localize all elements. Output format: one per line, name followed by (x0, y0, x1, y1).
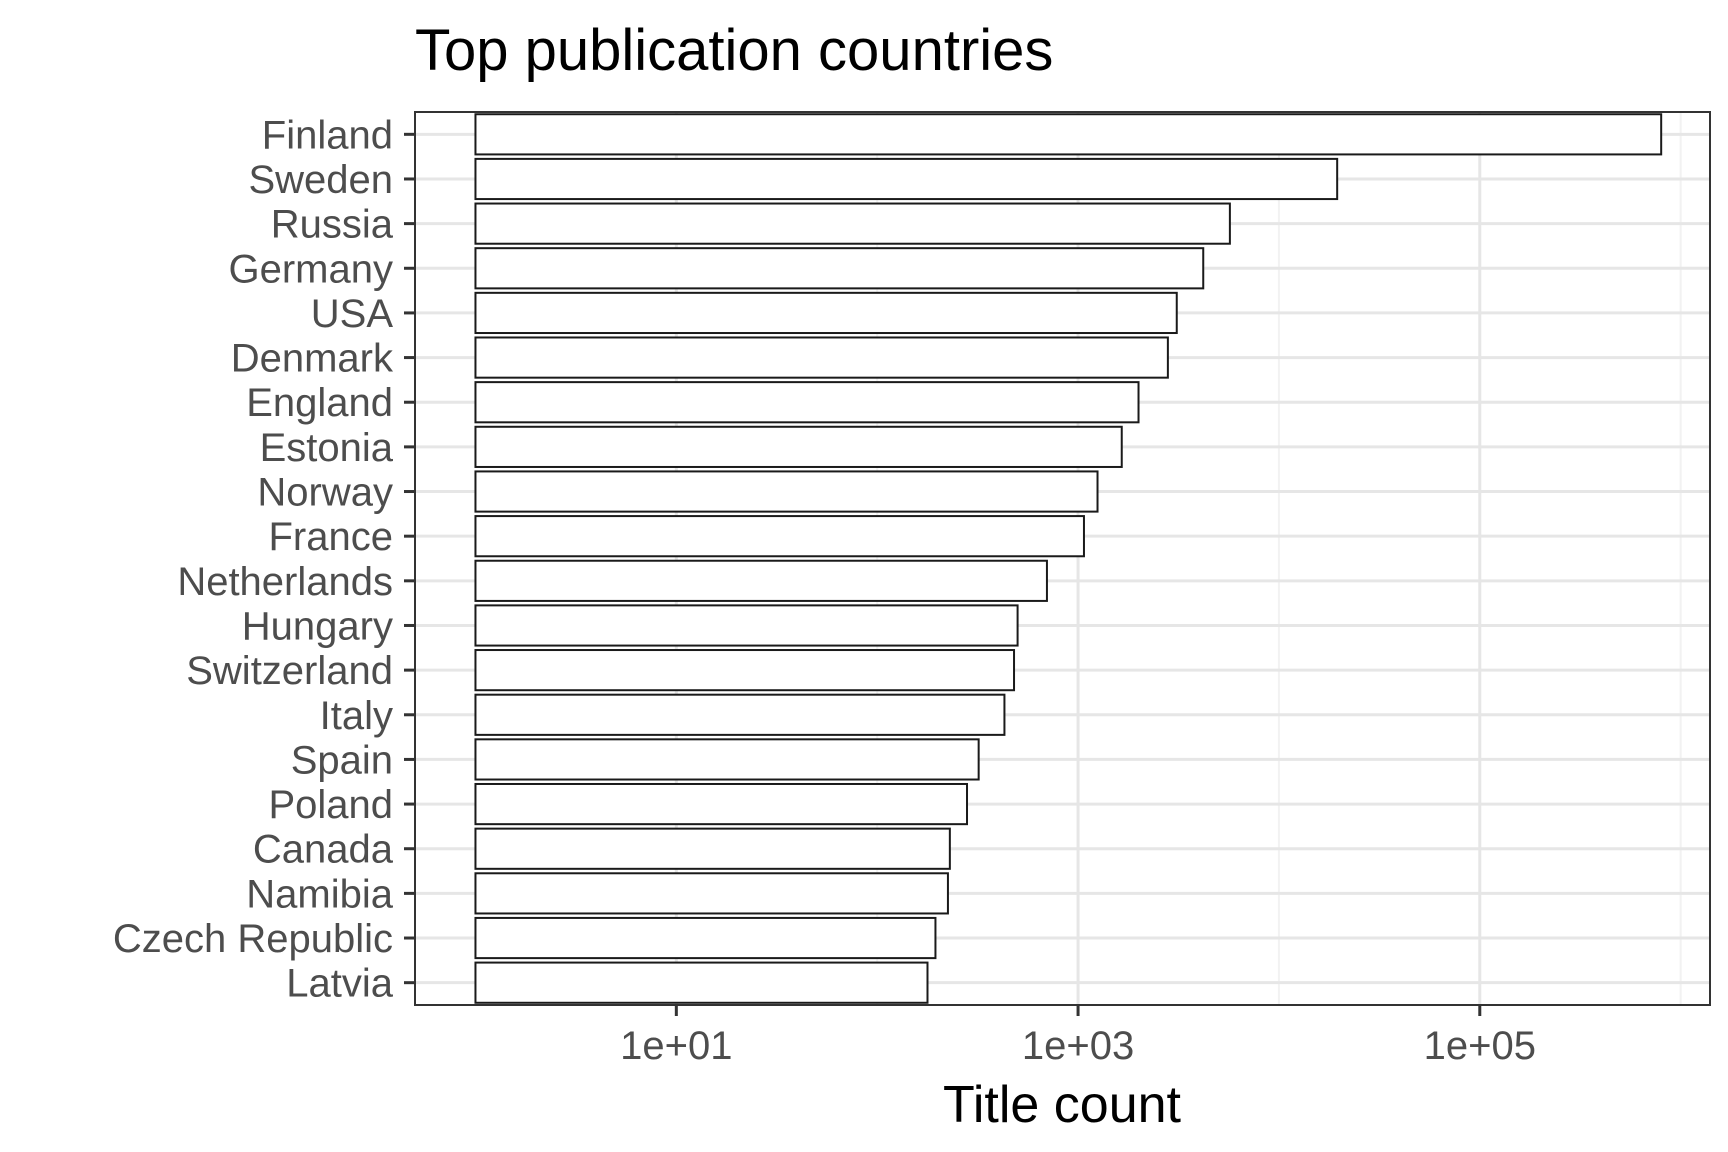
y-tick-label: Poland (268, 783, 393, 827)
y-tick-label: Spain (291, 738, 393, 782)
y-axis: FinlandSwedenRussiaGermanyUSADenmarkEngl… (113, 113, 415, 1006)
y-tick-label: Switzerland (186, 649, 393, 693)
y-tick-label: Denmark (231, 337, 394, 381)
bars (474, 113, 1663, 1004)
x-axis: 1e+01 1e+03 1e+05 (620, 1005, 1536, 1068)
x-tick-label: 1e+01 (620, 1024, 732, 1068)
x-tick-label: 1e+03 (1022, 1024, 1134, 1068)
bar-sweden (474, 157, 1339, 201)
x-tick-label: 1e+05 (1424, 1024, 1536, 1068)
bar-spain (474, 738, 980, 781)
y-tick-label: Czech Republic (113, 917, 393, 961)
y-tick-label: USA (311, 292, 394, 336)
bar-estonia (474, 425, 1123, 468)
y-tick-label: Germany (229, 247, 394, 291)
bar-hungary (474, 604, 1019, 647)
bar-russia (474, 202, 1231, 245)
bar-canada (474, 827, 951, 870)
bar-italy (474, 693, 1006, 736)
bar-finland (474, 113, 1663, 156)
bar-germany (474, 247, 1205, 290)
y-tick-label: Sweden (248, 158, 393, 202)
bar-latvia (474, 961, 929, 1004)
y-tick-label: Finland (262, 113, 393, 157)
x-axis-title: Title count (943, 1076, 1182, 1134)
bar-switzerland (474, 649, 1016, 692)
y-tick-label: Netherlands (177, 560, 393, 604)
bar-usa (474, 291, 1178, 335)
y-tick-label: Italy (320, 694, 393, 738)
bar-netherlands (474, 559, 1048, 602)
bar-poland (474, 782, 969, 826)
grid-lines (415, 112, 1710, 1005)
bar-namibia (474, 872, 949, 915)
bar-czech-republic (474, 916, 937, 960)
bar-england (474, 381, 1140, 424)
chart-title: Top publication countries (415, 18, 1053, 83)
y-tick-label: England (246, 381, 393, 425)
y-tick-label: Namibia (246, 872, 393, 916)
bar-denmark (474, 336, 1169, 379)
plot-panel-border (414, 111, 1711, 1006)
plot-panel-background (415, 112, 1710, 1005)
bar-france (474, 515, 1085, 558)
y-tick-label: Hungary (242, 604, 393, 648)
y-tick-label: France (269, 515, 394, 559)
y-tick-label: Russia (271, 203, 394, 247)
y-tick-label: Latvia (286, 962, 393, 1006)
y-tick-label: Norway (257, 471, 393, 515)
bar-norway (474, 470, 1099, 513)
y-tick-label: Canada (253, 828, 394, 872)
y-tick-label: Estonia (260, 426, 394, 470)
